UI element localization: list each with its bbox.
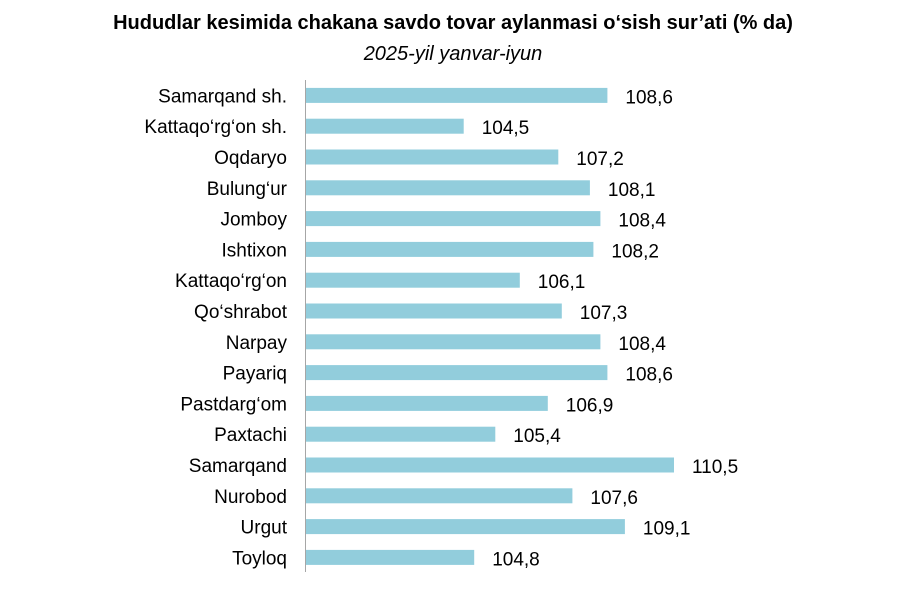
value-label: 107,2 (576, 149, 624, 170)
value-label: 110,5 (692, 457, 738, 478)
bar (306, 149, 559, 165)
bar (306, 365, 608, 381)
value-label: 108,1 (608, 180, 656, 201)
chart-title: Hududlar kesimida chakana savdo tovar ay… (113, 12, 793, 34)
value-label: 107,6 (590, 488, 638, 509)
category-label: Urgut (241, 518, 288, 539)
value-label: 108,6 (625, 87, 673, 108)
value-label: 109,1 (643, 519, 691, 540)
bar (306, 426, 496, 442)
category-label: Jomboy (220, 210, 287, 231)
value-label: 108,4 (618, 334, 666, 355)
labels-group: Samarqand sh. 108,6 Kattaqo‘rg‘on sh. 104,5… (144, 86, 738, 570)
value-label: 104,5 (482, 118, 530, 139)
category-label: Samarqand sh. (158, 86, 287, 107)
category-label: Oqdaryo (214, 148, 287, 169)
bar (306, 519, 625, 535)
category-label: Kattaqo‘rg‘on (175, 271, 287, 292)
category-label: Paxtachi (214, 425, 287, 446)
category-label: Bulung‘ur (207, 179, 288, 200)
category-label: Narpay (226, 333, 288, 354)
category-label: Nurobod (214, 487, 287, 508)
value-label: 106,1 (538, 272, 586, 293)
bar (306, 180, 590, 196)
category-label: Pastdarg‘om (180, 394, 287, 415)
category-label: Payariq (223, 364, 287, 385)
value-label: 108,4 (618, 211, 666, 232)
bar (306, 488, 573, 504)
bar (306, 241, 594, 257)
bar (306, 211, 601, 227)
bar (306, 87, 608, 103)
bar (306, 395, 548, 411)
bar (306, 272, 520, 288)
value-label: 105,4 (513, 426, 561, 447)
category-label: Kattaqo‘rg‘on sh. (144, 117, 287, 138)
category-label: Samarqand (189, 456, 287, 477)
value-label: 104,8 (492, 549, 540, 570)
bar (306, 549, 475, 565)
category-label: Toyloq (232, 548, 287, 569)
bars-group (306, 87, 674, 565)
value-label: 108,6 (625, 365, 673, 386)
value-label: 107,3 (580, 303, 628, 324)
category-label: Ishtixon (222, 240, 287, 261)
bar (306, 118, 464, 134)
bar (306, 334, 601, 350)
category-label: Qo‘shrabot (194, 302, 288, 323)
bar (306, 303, 562, 319)
value-label: 108,2 (611, 241, 659, 262)
value-label: 106,9 (566, 395, 614, 416)
bar (306, 457, 674, 473)
chart-subtitle: 2025-yil yanvar-iyun (363, 43, 543, 65)
